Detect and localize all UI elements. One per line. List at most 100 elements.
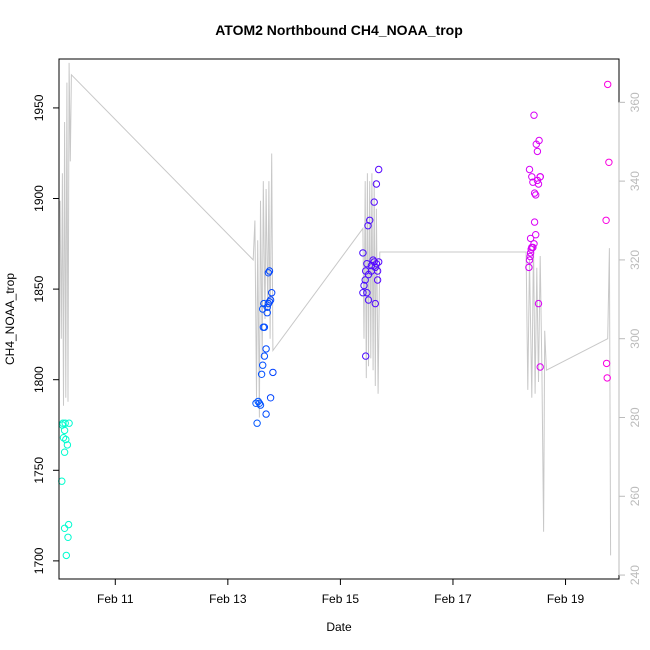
data-point bbox=[253, 419, 261, 427]
plot-frame bbox=[58, 58, 620, 580]
data-point bbox=[266, 296, 275, 304]
x-tick-label: Feb 11 bbox=[97, 592, 134, 606]
x-axis-label: Date bbox=[326, 620, 352, 634]
data-point bbox=[529, 243, 537, 252]
data-point bbox=[260, 323, 269, 331]
data-point bbox=[535, 136, 543, 145]
data-point bbox=[525, 165, 534, 174]
data-point bbox=[62, 551, 71, 560]
data-point bbox=[605, 158, 613, 167]
data-point bbox=[362, 352, 370, 360]
data-point bbox=[62, 435, 70, 444]
data-point bbox=[59, 419, 67, 427]
data-point bbox=[254, 397, 262, 406]
data-point bbox=[64, 533, 72, 541]
x-tick-label: Feb 15 bbox=[322, 592, 360, 606]
data-point bbox=[265, 298, 274, 306]
data-point bbox=[375, 165, 383, 174]
data-point bbox=[536, 173, 544, 181]
data-point bbox=[61, 419, 69, 427]
data-point bbox=[269, 368, 277, 377]
data-point bbox=[265, 267, 274, 275]
altitude-line bbox=[59, 62, 612, 556]
data-point bbox=[259, 305, 267, 313]
data-point bbox=[65, 419, 73, 427]
data-point bbox=[525, 256, 534, 264]
data-point bbox=[58, 477, 66, 485]
data-point bbox=[532, 191, 540, 199]
x-tick-label: Feb 17 bbox=[434, 592, 472, 606]
y-tick-label: 1850 bbox=[32, 275, 46, 302]
data-point bbox=[366, 216, 374, 225]
ch4-series bbox=[58, 80, 613, 560]
data-point bbox=[530, 111, 538, 119]
data-point bbox=[360, 281, 368, 290]
data-point bbox=[63, 441, 72, 449]
y2-tick-label: 280 bbox=[628, 407, 642, 427]
y2-tick-label: 300 bbox=[628, 328, 642, 348]
chart-title: ATOM2 Northbound CH4_NOAA_trop bbox=[215, 22, 463, 38]
y2-tick-label: 360 bbox=[628, 92, 642, 112]
data-point bbox=[262, 345, 270, 353]
y-axis-right: 240 260 280 300 320 340 360 bbox=[618, 92, 642, 585]
data-point bbox=[534, 299, 543, 308]
x-tick-label: Feb 13 bbox=[209, 592, 247, 606]
data-point bbox=[359, 249, 367, 257]
data-point bbox=[361, 276, 369, 284]
y-tick-label: 1800 bbox=[32, 366, 46, 393]
data-point bbox=[60, 426, 69, 435]
y2-tick-label: 320 bbox=[628, 250, 642, 270]
data-point bbox=[262, 410, 270, 418]
data-point bbox=[532, 231, 540, 239]
data-point bbox=[257, 370, 266, 378]
data-point bbox=[530, 240, 538, 248]
x-tick-label: Feb 19 bbox=[547, 592, 585, 606]
y-axis-label: CH4_NOAA_trop bbox=[3, 273, 17, 365]
data-point bbox=[364, 296, 373, 304]
data-point bbox=[375, 258, 383, 266]
data-point bbox=[60, 448, 69, 456]
data-point bbox=[259, 361, 267, 369]
data-point bbox=[371, 299, 379, 308]
data-point bbox=[603, 374, 611, 382]
data-point bbox=[252, 399, 260, 407]
data-point bbox=[363, 260, 371, 268]
data-point bbox=[364, 222, 372, 230]
data-point bbox=[526, 234, 535, 243]
data-point bbox=[530, 189, 539, 197]
data-point bbox=[359, 289, 367, 297]
data-point bbox=[372, 180, 381, 188]
data-point bbox=[530, 218, 539, 226]
data-point bbox=[264, 269, 273, 277]
data-point bbox=[255, 399, 264, 407]
y-tick-label: 1700 bbox=[32, 547, 46, 574]
y-tick-label: 1900 bbox=[32, 185, 46, 212]
y2-tick-label: 260 bbox=[628, 486, 642, 506]
data-point bbox=[602, 359, 611, 368]
data-point bbox=[526, 252, 534, 261]
y2-tick-label: 240 bbox=[628, 565, 642, 585]
data-point bbox=[367, 267, 376, 275]
data-point bbox=[533, 147, 542, 156]
data-point bbox=[264, 299, 273, 308]
data-point bbox=[602, 216, 610, 225]
data-point bbox=[59, 434, 68, 442]
y-axis-left: 1700 1750 1800 1850 1900 1950 bbox=[32, 94, 60, 574]
data-point bbox=[525, 263, 533, 272]
data-point bbox=[64, 520, 73, 529]
data-point bbox=[263, 309, 271, 317]
data-point bbox=[60, 524, 69, 532]
data-point bbox=[373, 276, 382, 284]
y-tick-label: 1750 bbox=[32, 457, 46, 484]
data-point bbox=[536, 363, 544, 371]
altitude-series bbox=[59, 62, 612, 556]
data-point bbox=[363, 289, 371, 297]
data-point bbox=[604, 80, 612, 89]
data-point bbox=[268, 289, 276, 297]
data-point bbox=[260, 352, 269, 360]
data-point bbox=[256, 401, 265, 409]
y-tick-label: 1950 bbox=[32, 94, 46, 121]
data-point bbox=[534, 180, 543, 188]
data-point bbox=[372, 260, 381, 268]
